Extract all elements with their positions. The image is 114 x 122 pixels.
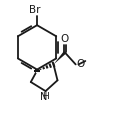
Text: O: O — [76, 59, 84, 69]
Text: O: O — [60, 34, 68, 44]
Text: N: N — [39, 92, 47, 102]
Text: Br: Br — [29, 5, 40, 15]
Text: H: H — [42, 92, 49, 101]
Polygon shape — [53, 51, 65, 64]
